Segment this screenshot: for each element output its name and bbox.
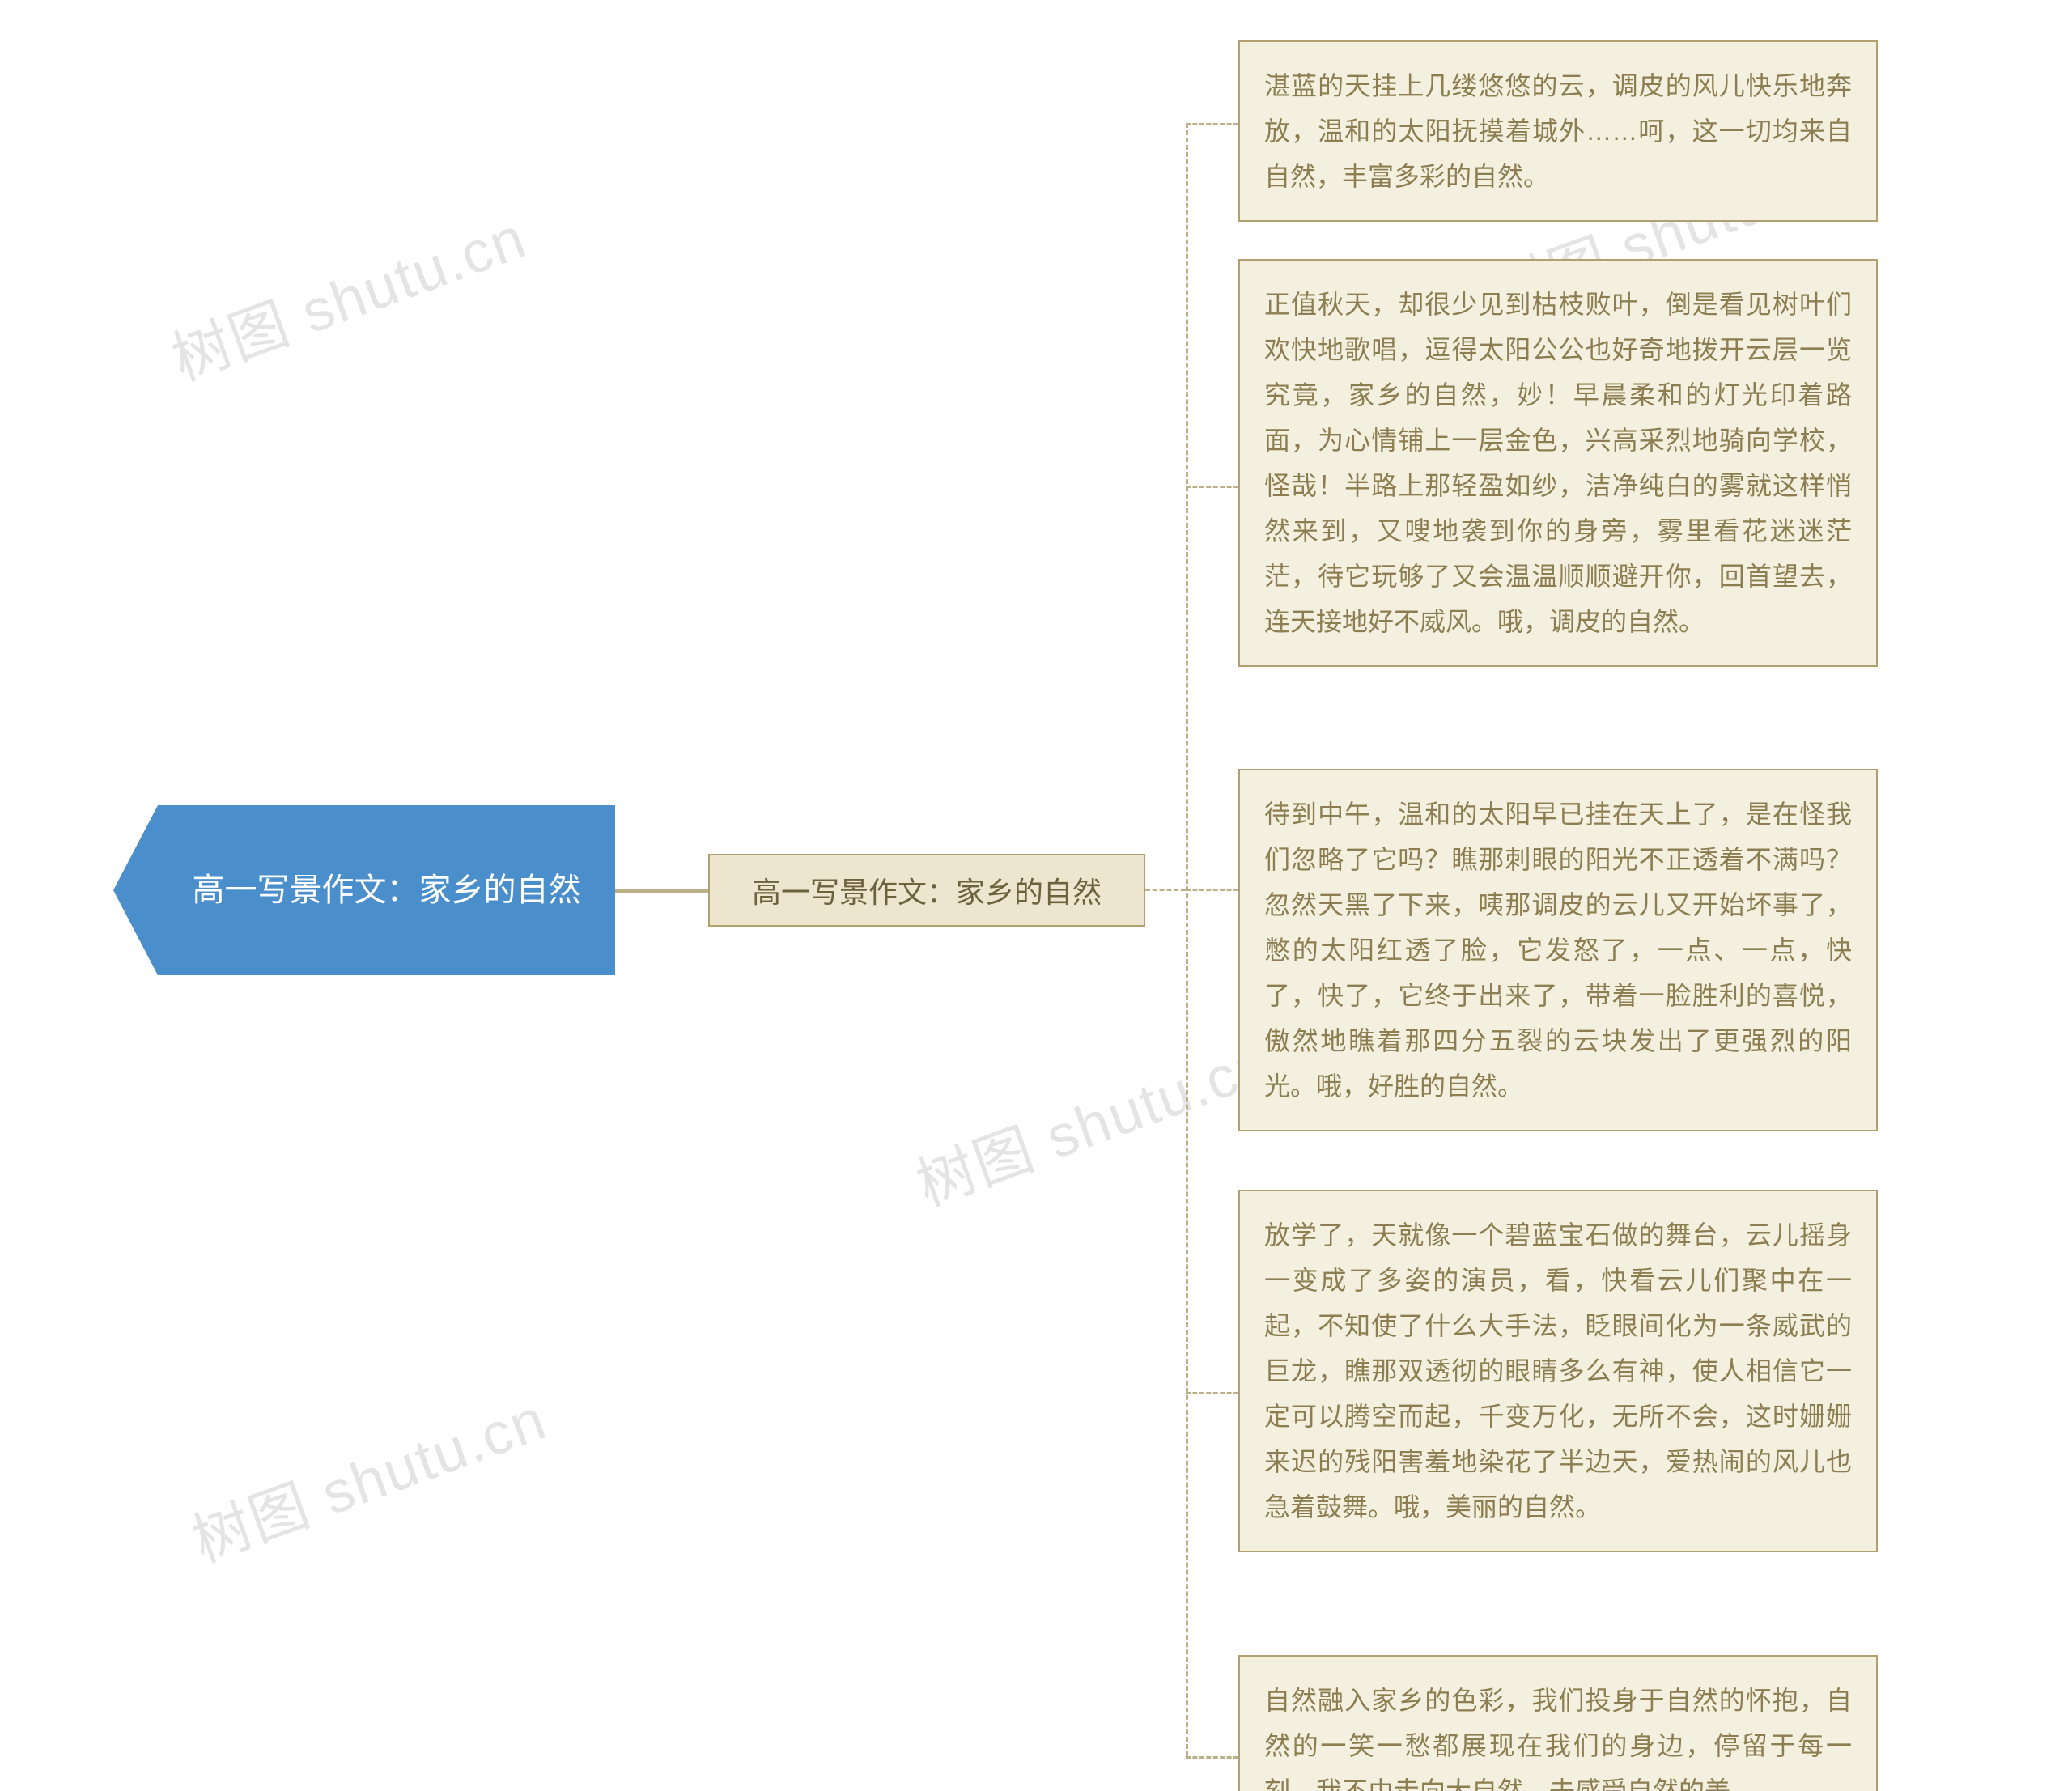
- leaf-text: 正值秋天，却很少见到枯枝败叶，倒是看见树叶们欢快地歌唱，逗得太阳公公也好奇地拨开…: [1264, 290, 1852, 636]
- leaf-node[interactable]: 自然融入家乡的色彩，我们投身于自然的怀抱，自然的一笑一愁都展现在我们的身边，停留…: [1238, 1655, 1878, 1791]
- root-node[interactable]: 高一写景作文：家乡的自然: [158, 805, 615, 975]
- leaf-text: 放学了，天就像一个碧蓝宝石做的舞台，云儿摇身一变成了多姿的演员，看，快看云儿们聚…: [1264, 1220, 1852, 1522]
- mid-node[interactable]: 高一写景作文：家乡的自然: [708, 854, 1145, 927]
- leaf-text: 自然融入家乡的色彩，我们投身于自然的怀抱，自然的一笑一愁都展现在我们的身边，停留…: [1264, 1686, 1852, 1791]
- watermark: 树图 shutu.cn: [903, 1016, 1280, 1222]
- leaf-node[interactable]: 正值秋天，却很少见到枯枝败叶，倒是看见树叶们欢快地歌唱，逗得太阳公公也好奇地拨开…: [1238, 259, 1878, 667]
- leaf-node[interactable]: 放学了，天就像一个碧蓝宝石做的舞台，云儿摇身一变成了多姿的演员，看，快看云儿们聚…: [1238, 1190, 1878, 1552]
- root-node-arrow: [113, 805, 158, 975]
- leaf-text: 湛蓝的天挂上几缕悠悠的云，调皮的风儿快乐地奔放，温和的太阳抚摸着城外……呵，这一…: [1264, 71, 1852, 191]
- connector-branch: [1186, 123, 1238, 125]
- watermark: 树图 shutu.cn: [179, 1372, 556, 1578]
- connector-branch: [1186, 486, 1238, 488]
- watermark: 树图 shutu.cn: [159, 190, 536, 397]
- mid-node-label: 高一写景作文：家乡的自然: [752, 869, 1102, 911]
- connector-branch: [1186, 1756, 1238, 1759]
- leaf-text: 待到中午，温和的太阳早已挂在天上了，是在怪我们忽略了它吗？瞧那刺眼的阳光不正透着…: [1264, 800, 1852, 1101]
- mindmap-canvas: 树图 shutu.cn 树图 shutu.cn 树图 shutu.cn 树图 s…: [0, 0, 2072, 1791]
- connector-root-mid: [615, 889, 708, 893]
- connector-spine: [1186, 123, 1188, 1756]
- connector-mid-stub: [1145, 889, 1186, 891]
- leaf-node[interactable]: 待到中午，温和的太阳早已挂在天上了，是在怪我们忽略了它吗？瞧那刺眼的阳光不正透着…: [1238, 769, 1878, 1131]
- connector-branch: [1186, 1392, 1238, 1394]
- leaf-node[interactable]: 湛蓝的天挂上几缕悠悠的云，调皮的风儿快乐地奔放，温和的太阳抚摸着城外……呵，这一…: [1238, 40, 1878, 222]
- connector-branch: [1186, 889, 1238, 891]
- root-node-label: 高一写景作文：家乡的自然: [193, 866, 581, 915]
